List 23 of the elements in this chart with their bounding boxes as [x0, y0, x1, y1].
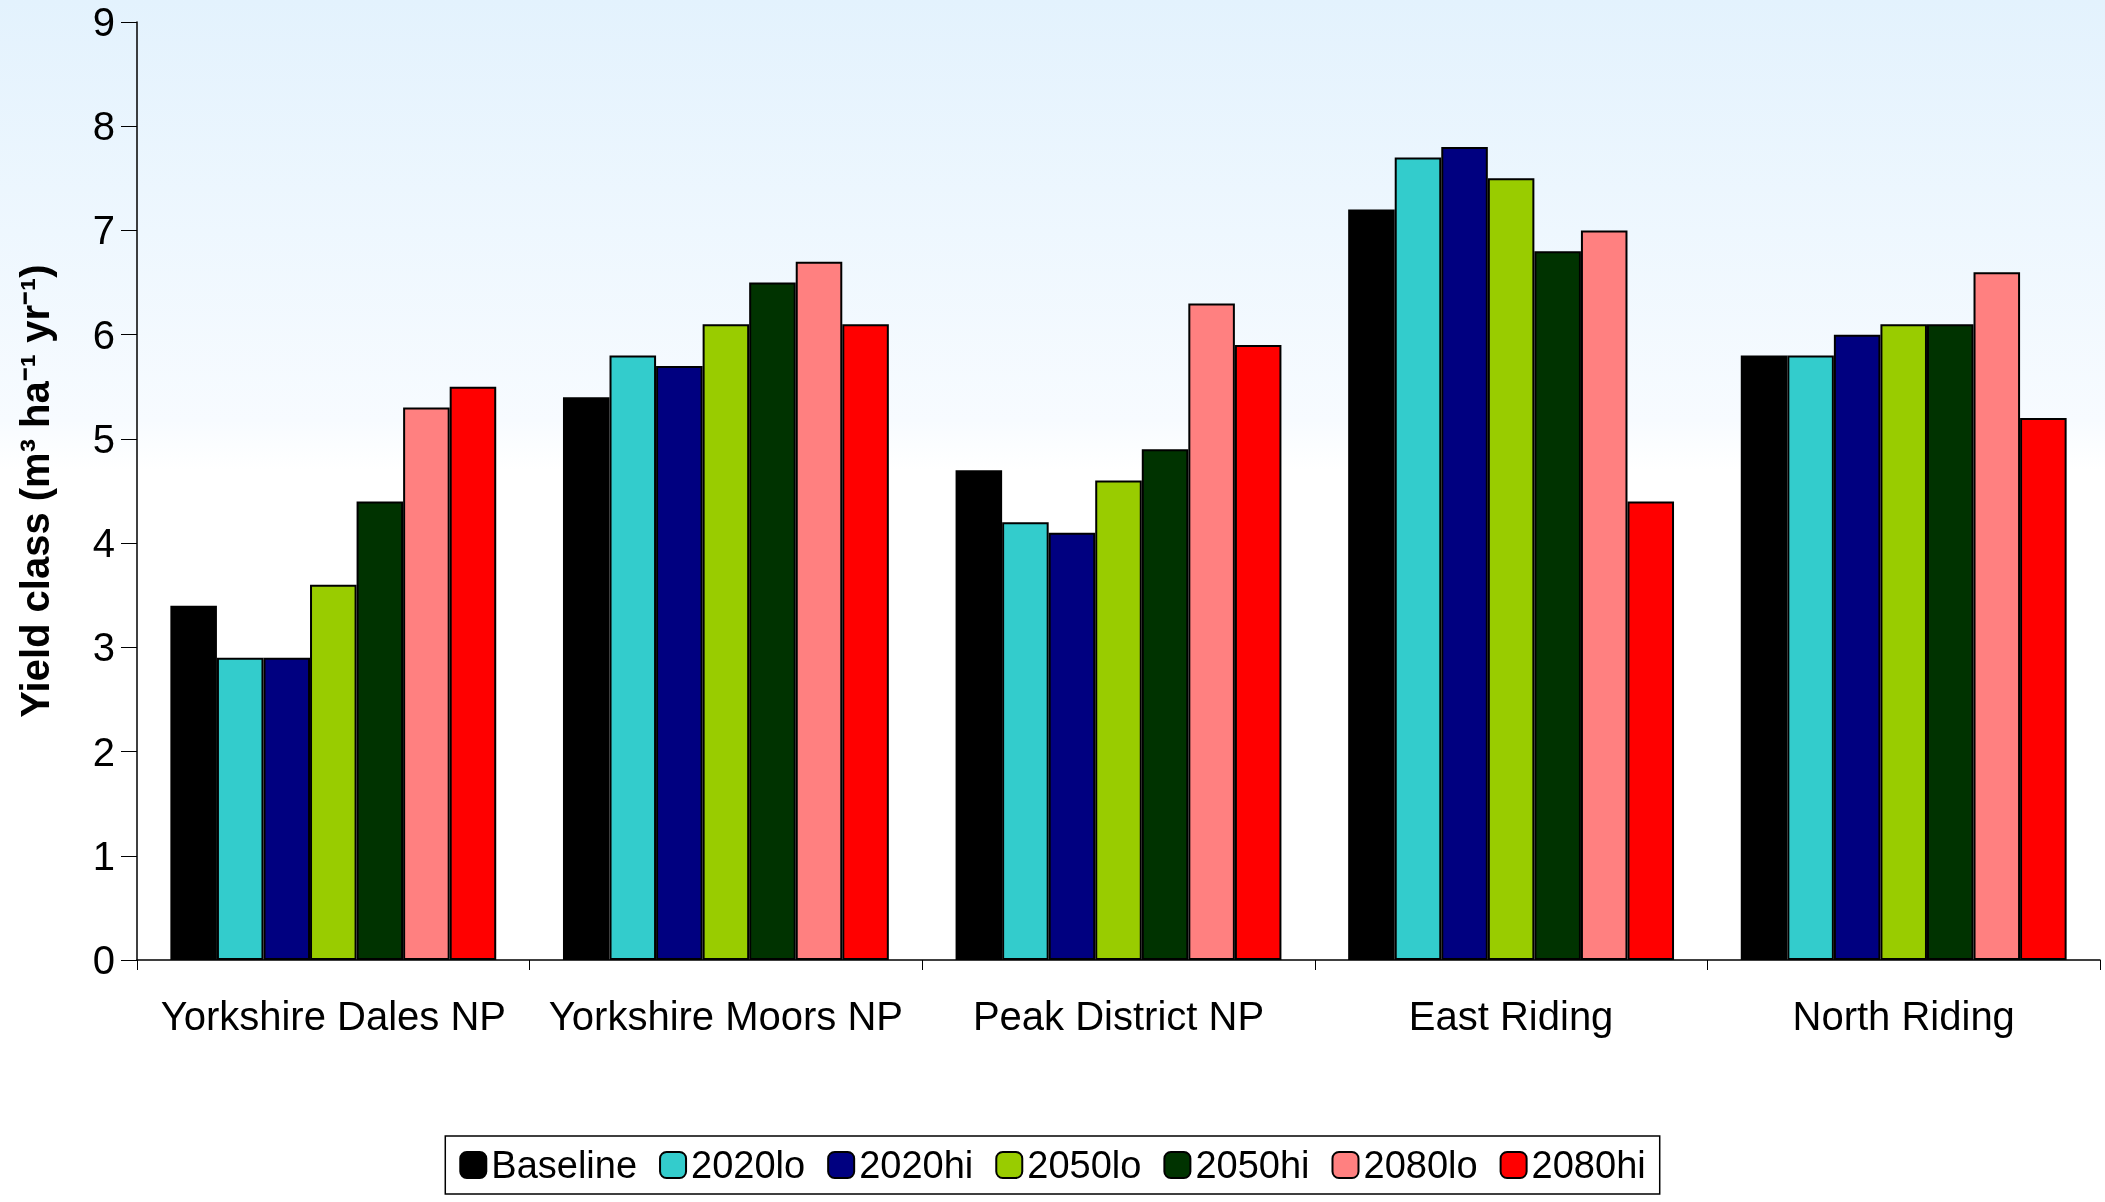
y-tick-label: 5 [92, 416, 115, 461]
y-tick-label: 1 [92, 833, 115, 878]
legend-label: 2080lo [1363, 1144, 1478, 1186]
legend-label: Baseline [491, 1144, 638, 1186]
x-tick-label: Yorkshire Moors NP [548, 994, 903, 1038]
y-axis-title: Yield class (m³ ha⁻¹ yr⁻¹) [13, 264, 57, 718]
y-tick-label: 8 [92, 104, 115, 149]
y-tick-label: 7 [92, 208, 115, 253]
y-tick-label: 4 [92, 521, 115, 566]
legend-label: 2050hi [1195, 1144, 1310, 1186]
legend-label: 2020hi [859, 1144, 974, 1186]
y-tick-label: 2 [92, 729, 115, 774]
x-tick-label: Peak District NP [972, 994, 1265, 1038]
y-tick-label: 6 [92, 312, 115, 357]
x-tick-label: East Riding [1408, 994, 1614, 1038]
y-tick-label: 9 [92, 0, 115, 44]
x-tick-label: Yorkshire Dales NP [160, 994, 506, 1038]
y-tick-label: 0 [92, 938, 115, 982]
legend-label: 2080hi [1531, 1144, 1646, 1186]
y-tick-label: 3 [92, 625, 115, 670]
legend-label: 2020lo [691, 1144, 806, 1186]
x-tick-label: North Riding [1792, 994, 2015, 1038]
legend-label: 2050lo [1027, 1144, 1142, 1186]
